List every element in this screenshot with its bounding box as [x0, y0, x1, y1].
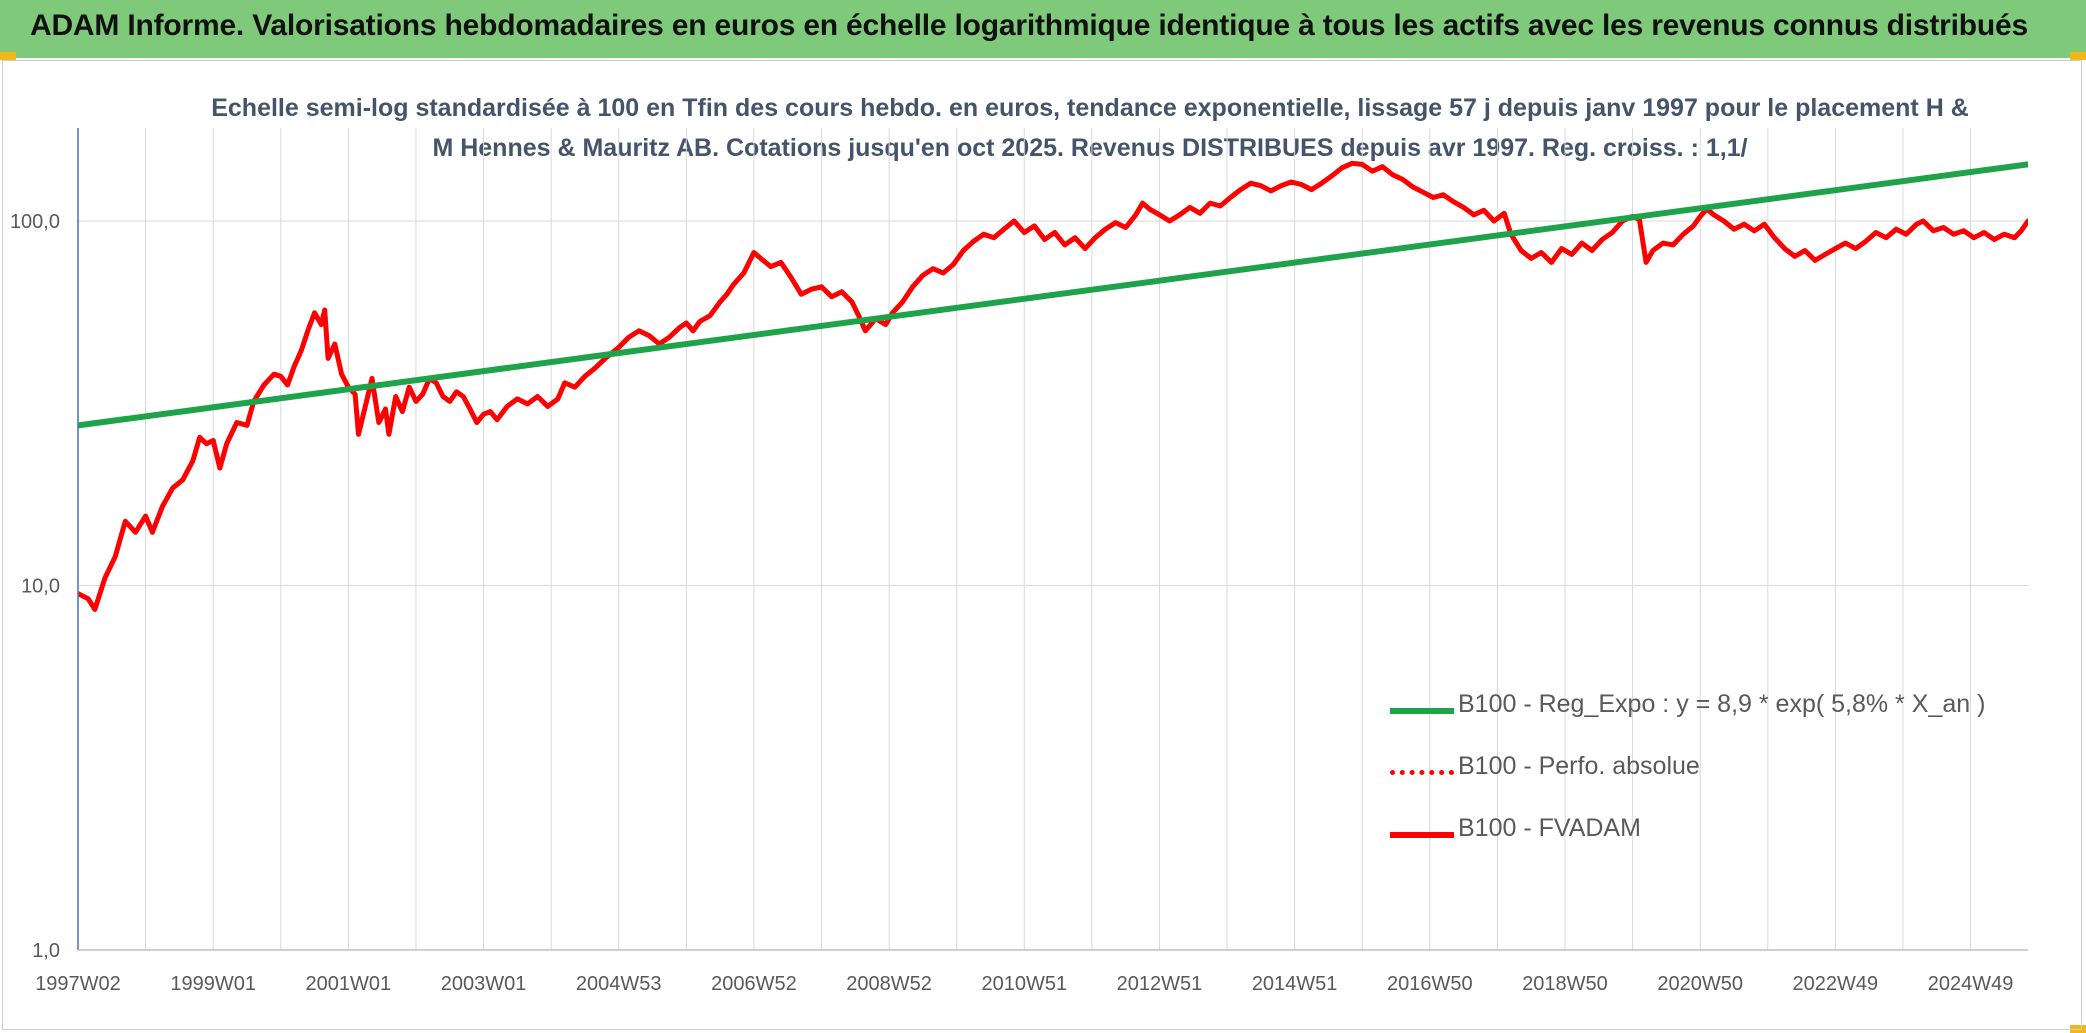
x-tick-label: 2018W50 [1522, 973, 1608, 995]
x-tick-label: 2004W53 [576, 973, 662, 995]
series-line-fvadam [78, 160, 2028, 612]
series-line-regression [78, 161, 2028, 429]
x-tick-label: 2001W01 [306, 973, 392, 995]
x-tick-label: 2008W52 [846, 973, 932, 995]
chart-axes: 1,0 10,0 100,0 1997W02 1999W01 2001W01 2003W01… [10, 128, 2028, 995]
y-tick-label: 1,0 [32, 940, 60, 962]
chart-title: Echelle semi-log standardisée à 100 en T… [211, 94, 1969, 162]
x-tick-label: 1999W01 [170, 973, 256, 995]
legend-swatch-fvadam [1390, 832, 1454, 838]
x-tick-label: 2016W50 [1387, 973, 1473, 995]
header-banner: ADAM Informe. Valorisations hebdomadaire… [0, 0, 2086, 58]
x-tick-label: 1997W02 [35, 973, 121, 995]
y-tick-label: 10,0 [21, 576, 60, 598]
legend-swatch-perfo-absolue [1390, 770, 1454, 775]
x-tick-label: 2003W01 [441, 973, 527, 995]
chart-series [78, 160, 2028, 612]
chart-grid [77, 128, 2028, 951]
x-tick-label: 2006W52 [711, 973, 797, 995]
legend-label-fvadam: B100 - FVADAM [1458, 814, 1641, 842]
corner-marker-top-right [2070, 52, 2086, 60]
chart-frame [2, 60, 2082, 1030]
corner-marker-top-left [0, 52, 16, 60]
legend-label-regression: B100 - Reg_Expo : y = 8,9 * exp( 5,8% * … [1458, 690, 1986, 718]
x-tick-label: 2014W51 [1252, 973, 1338, 995]
legend-label-perfo-absolue: B100 - Perfo. absolue [1458, 752, 1700, 780]
y-tick-label: 100,0 [10, 211, 60, 233]
legend-swatch-regression [1390, 708, 1454, 714]
x-tick-label: 2024W49 [1928, 973, 2014, 995]
report-title: ADAM Informe. Valorisations hebdomadaire… [30, 9, 2028, 42]
x-tick-label: 2012W51 [1117, 973, 1203, 995]
x-tick-label: 2022W49 [1793, 973, 1879, 995]
x-tick-label: 2010W51 [981, 973, 1067, 995]
x-tick-label: 2020W50 [1657, 973, 1743, 995]
